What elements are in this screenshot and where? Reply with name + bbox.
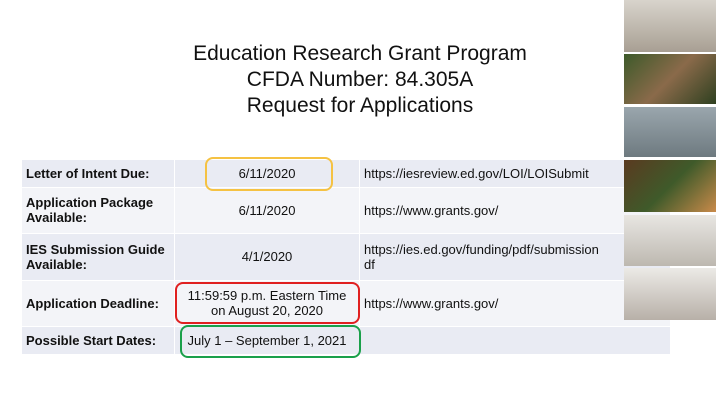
table-cell: 6/11/2020: [174, 187, 360, 234]
table-cell: [359, 326, 670, 355]
table-cell: IES Submission Guide Available:: [22, 233, 175, 281]
cell-text: Available:: [26, 256, 87, 272]
table-row: Application Deadline: 11:59:59 p.m. Easte…: [22, 280, 670, 327]
cell-text: on August 20, 2020: [210, 303, 324, 318]
highlight: [180, 325, 361, 358]
table-cell: https://www.grants.gov/: [359, 187, 670, 234]
highlight: [175, 282, 360, 324]
cell-text: https://ies.ed.gov/funding/pdf/submissio…: [364, 241, 599, 257]
table-row: IES Submission Guide Available: 4/1/2020 ht…: [22, 233, 670, 281]
table-cell: 4/1/2020: [174, 233, 360, 281]
slide-subtitle: CFDA Number: 84.305A: [246, 68, 474, 91]
table-cell: July 1 – September 1, 2021: [174, 326, 360, 355]
video-tile[interactable]: [624, 107, 716, 157]
cell-text: https://iesreview.ed.gov/LOI/LOISubmit: [364, 165, 589, 181]
video-tile[interactable]: [624, 268, 716, 320]
cell-text: 4/1/2020: [241, 249, 293, 264]
cell-text: July 1 – September 1, 2021: [187, 332, 347, 348]
table-cell: https://ies.ed.gov/funding/pdf/submissio…: [359, 233, 670, 281]
slide-title: Education Research Grant Program: [193, 42, 527, 65]
table-cell: Application Package Available:: [22, 187, 175, 234]
video-tile[interactable]: [624, 215, 716, 266]
table-cell: https://iesreview.ed.gov/LOI/LOISubmit: [359, 160, 670, 188]
table-cell: Letter of Intent Due:: [22, 160, 175, 188]
cell-text: https://www.grants.gov/: [364, 295, 499, 311]
video-tile[interactable]: [624, 160, 716, 212]
cell-text: https://www.grants.gov/: [364, 202, 499, 218]
cell-text: Available:: [26, 210, 87, 225]
cell-text: 6/11/2020: [238, 165, 296, 181]
table-row: Letter of Intent Due: 6/11/2020 https://ie…: [22, 160, 670, 188]
cell-text: IES Submission Guide: [26, 241, 165, 257]
table-row: Possible Start Dates: July 1 – September …: [22, 326, 670, 355]
cell-text: 6/11/2020: [238, 202, 296, 218]
video-tile[interactable]: [624, 54, 716, 104]
table-cell: Possible Start Dates:: [22, 326, 175, 355]
cell-text: Possible Start Dates:: [26, 332, 157, 348]
cell-text: Application Deadline:: [26, 295, 159, 311]
table-cell: https://www.grants.gov/: [359, 280, 670, 327]
cell-text: 11:59:59 p.m. Eastern Time: [187, 288, 347, 303]
table-row: Application Package Available: 6/11/2020 ht…: [22, 187, 670, 234]
video-tile[interactable]: [624, 0, 716, 52]
cell-text: Letter of Intent Due:: [26, 165, 150, 181]
cell-text: Application Package: [26, 195, 154, 210]
slide-subtitle: Request for Applications: [246, 94, 474, 117]
highlight: [205, 157, 333, 191]
table-cell: Application Deadline:: [22, 280, 175, 327]
cell-text: df: [364, 256, 375, 272]
